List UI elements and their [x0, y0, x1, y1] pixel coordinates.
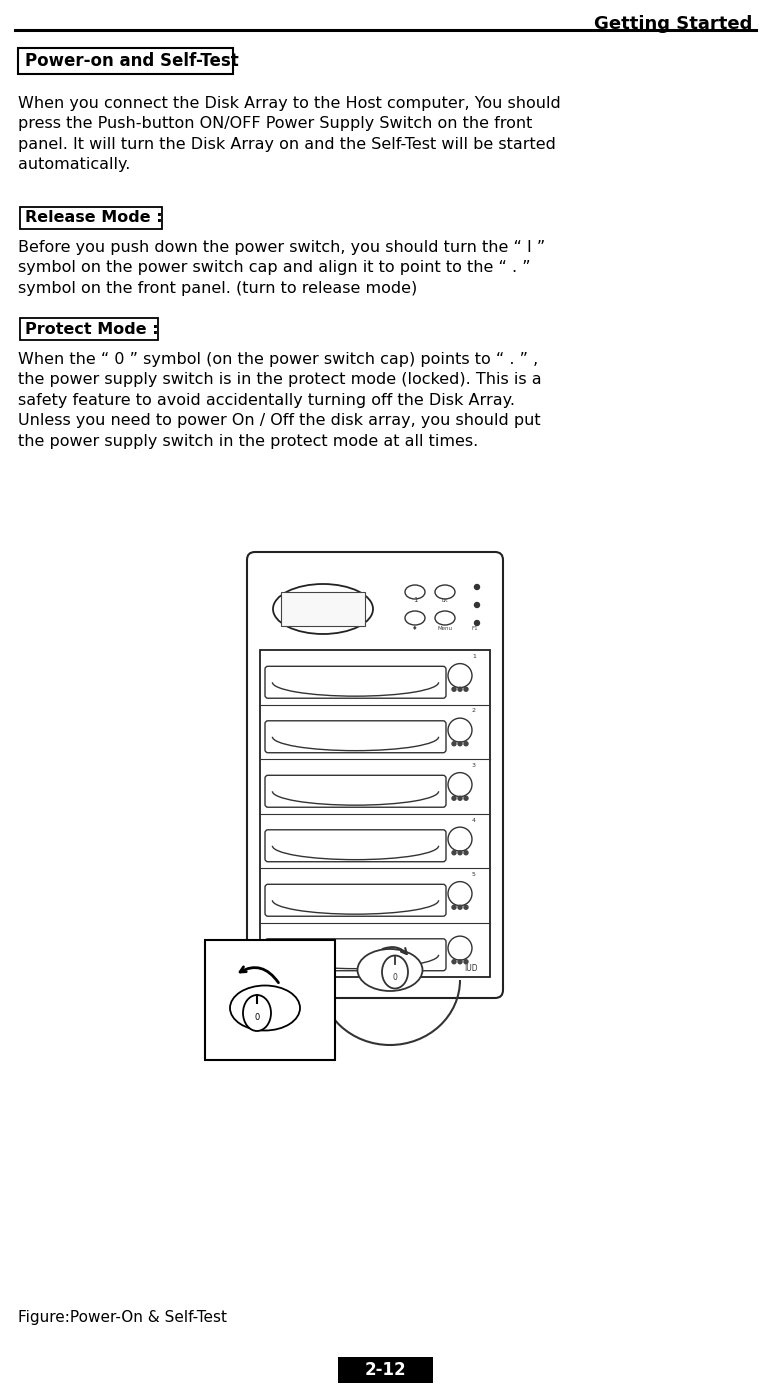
FancyBboxPatch shape: [265, 884, 446, 916]
Text: F1: F1: [472, 625, 478, 631]
Circle shape: [464, 796, 468, 800]
Bar: [281, 592, 365, 625]
Circle shape: [474, 620, 480, 625]
Text: Power-on and Self-Test: Power-on and Self-Test: [25, 52, 239, 70]
Ellipse shape: [273, 584, 373, 634]
Circle shape: [458, 850, 462, 854]
Ellipse shape: [435, 585, 455, 599]
Circle shape: [464, 741, 468, 745]
Circle shape: [464, 687, 468, 691]
Circle shape: [458, 687, 462, 691]
Text: Before you push down the power switch, you should turn the “ I ”
symbol on the p: Before you push down the power switch, y…: [18, 240, 545, 296]
Circle shape: [458, 796, 462, 800]
Ellipse shape: [358, 949, 423, 991]
Text: 0: 0: [254, 1013, 260, 1022]
Bar: [18, 47, 233, 74]
Circle shape: [474, 603, 480, 607]
Ellipse shape: [243, 995, 271, 1032]
Circle shape: [452, 959, 456, 963]
Text: IUD: IUD: [464, 965, 478, 973]
Bar: [20, 207, 162, 229]
Text: Protect Mode :: Protect Mode :: [25, 321, 159, 336]
Text: 2-12: 2-12: [364, 1361, 406, 1379]
Text: 3: 3: [472, 764, 476, 768]
Text: Figure:Power-On & Self-Test: Figure:Power-On & Self-Test: [18, 1309, 227, 1325]
Circle shape: [448, 772, 472, 797]
Text: 4: 4: [472, 818, 476, 822]
Bar: [338, 1357, 433, 1383]
Circle shape: [464, 905, 468, 909]
Text: ♦: ♦: [412, 625, 418, 631]
FancyBboxPatch shape: [265, 938, 446, 970]
Text: 2: 2: [472, 709, 476, 713]
Bar: [20, 318, 158, 341]
Ellipse shape: [230, 986, 300, 1030]
Circle shape: [464, 850, 468, 854]
Circle shape: [464, 959, 468, 963]
Text: When you connect the Disk Array to the Host computer, You should
press the Push-: When you connect the Disk Array to the H…: [18, 96, 561, 172]
Text: 5: 5: [472, 872, 476, 877]
Circle shape: [452, 796, 456, 800]
Text: 1: 1: [472, 653, 476, 659]
Text: Menu: Menu: [437, 625, 453, 631]
FancyBboxPatch shape: [265, 829, 446, 861]
Circle shape: [448, 718, 472, 743]
FancyBboxPatch shape: [265, 775, 446, 807]
Circle shape: [452, 905, 456, 909]
Text: 1: 1: [412, 597, 417, 603]
Circle shape: [474, 585, 480, 589]
Ellipse shape: [382, 955, 408, 988]
Circle shape: [448, 663, 472, 688]
Circle shape: [458, 741, 462, 745]
Circle shape: [452, 687, 456, 691]
FancyBboxPatch shape: [265, 720, 446, 752]
Circle shape: [452, 741, 456, 745]
Ellipse shape: [405, 611, 425, 625]
Circle shape: [448, 882, 472, 906]
Circle shape: [448, 826, 472, 852]
Circle shape: [458, 959, 462, 963]
Text: Release Mode :: Release Mode :: [25, 211, 163, 226]
Bar: [260, 651, 490, 977]
Text: When the “ 0 ” symbol (on the power switch cap) points to “ . ” ,
the power supp: When the “ 0 ” symbol (on the power swit…: [18, 352, 541, 448]
FancyBboxPatch shape: [247, 551, 503, 998]
Text: 0: 0: [392, 973, 397, 983]
Text: Getting Started: Getting Started: [594, 15, 752, 34]
Ellipse shape: [435, 611, 455, 625]
Circle shape: [458, 905, 462, 909]
Circle shape: [448, 937, 472, 960]
Text: LK: LK: [442, 597, 448, 603]
FancyBboxPatch shape: [265, 666, 446, 698]
Circle shape: [452, 850, 456, 854]
Bar: [205, 940, 335, 1060]
Ellipse shape: [405, 585, 425, 599]
